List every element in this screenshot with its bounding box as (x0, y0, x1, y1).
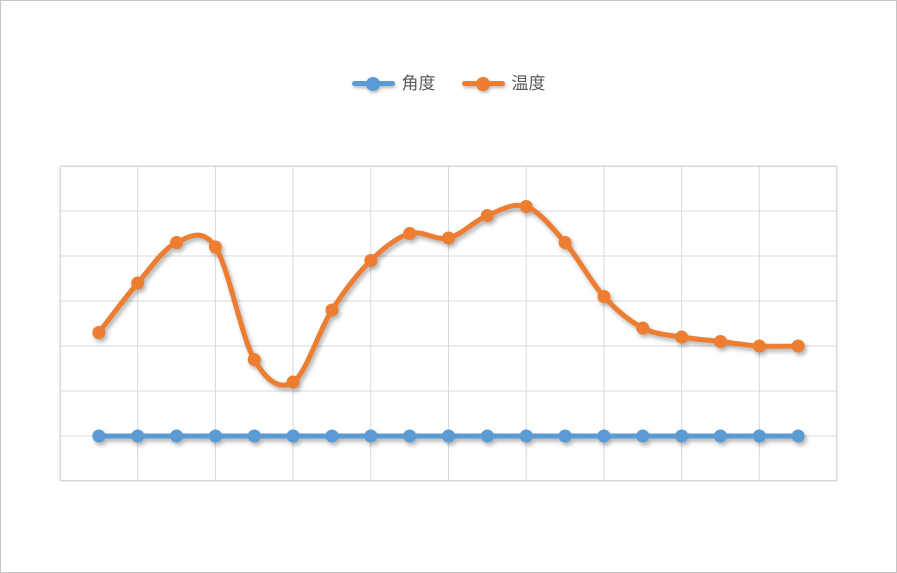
temperature-line-marker-icon (461, 76, 505, 91)
series-angle-marker (675, 429, 689, 443)
series-temperature-marker (519, 200, 533, 213)
series-angle-marker (597, 429, 611, 443)
series-temperature-marker (558, 236, 572, 249)
plot-border (60, 166, 837, 481)
series-temperature-marker (247, 353, 261, 366)
series-angle-marker (325, 429, 339, 443)
series-temperature-marker (286, 375, 300, 389)
series-temperature-marker (636, 321, 650, 335)
series-temperature-marker (675, 330, 689, 344)
series-temperature-marker (752, 339, 766, 353)
series-temperature-marker (403, 227, 417, 240)
series-temperature-marker (364, 254, 378, 267)
series-temperature-marker (325, 303, 339, 317)
series-temperature-marker (480, 209, 494, 222)
series-angle-marker (403, 429, 417, 443)
series-angle[interactable] (92, 429, 805, 443)
series-temperature-marker (170, 236, 184, 249)
series-temperature[interactable] (92, 200, 805, 389)
series-angle-marker (791, 429, 805, 443)
legend-round-marker (476, 76, 490, 91)
series-angle-marker (208, 429, 222, 443)
chart-legend: 角度 温度 (1, 75, 896, 92)
plot-area[interactable] (59, 165, 838, 482)
series-angle-marker (752, 429, 766, 443)
legend-item-temperature[interactable]: 温度 (461, 74, 546, 93)
series-angle-marker (247, 429, 261, 443)
series-angle-marker (170, 429, 184, 443)
series-angle-marker (636, 429, 650, 443)
series-temperature-marker (597, 290, 611, 303)
series-temperature-marker (713, 335, 727, 348)
series-angle-marker (519, 429, 533, 443)
legend-label-angle: 角度 (401, 74, 436, 93)
series-angle-marker (131, 429, 145, 443)
series-angle-marker (480, 429, 494, 443)
series-angle-marker (442, 429, 455, 443)
legend-label-temperature: 温度 (511, 74, 546, 93)
angle-line-marker-icon (351, 76, 395, 91)
series-temperature-marker (131, 276, 145, 290)
legend-round-marker (366, 76, 380, 91)
series-temperature-marker (791, 339, 805, 353)
series-temperature-marker (208, 240, 222, 254)
series-angle-marker (558, 429, 572, 443)
series-angle-marker (364, 429, 378, 443)
series-angle-marker (92, 429, 106, 443)
series-angle-marker (286, 429, 300, 443)
series-temperature-marker (92, 326, 106, 339)
legend-item-angle[interactable]: 角度 (351, 74, 436, 93)
series-angle-marker (713, 429, 727, 443)
series-temperature-marker (442, 231, 455, 245)
